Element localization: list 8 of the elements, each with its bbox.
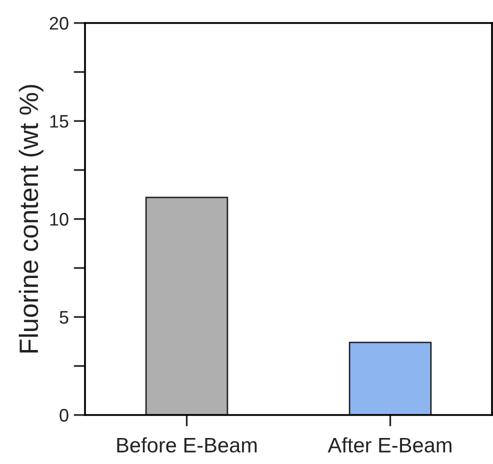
x-tick-label: After E-Beam <box>328 437 452 453</box>
y-tick-label: 10 <box>50 212 68 226</box>
y-tick-label: 20 <box>50 16 68 30</box>
y-tick-label: 5 <box>60 311 68 324</box>
x-tick-label: Before E-Beam <box>117 437 257 453</box>
y-axis-title: Fluorine content (wt %) <box>18 84 44 352</box>
y-tick-label: 0 <box>60 408 68 422</box>
y-tick-label: 15 <box>50 115 68 128</box>
